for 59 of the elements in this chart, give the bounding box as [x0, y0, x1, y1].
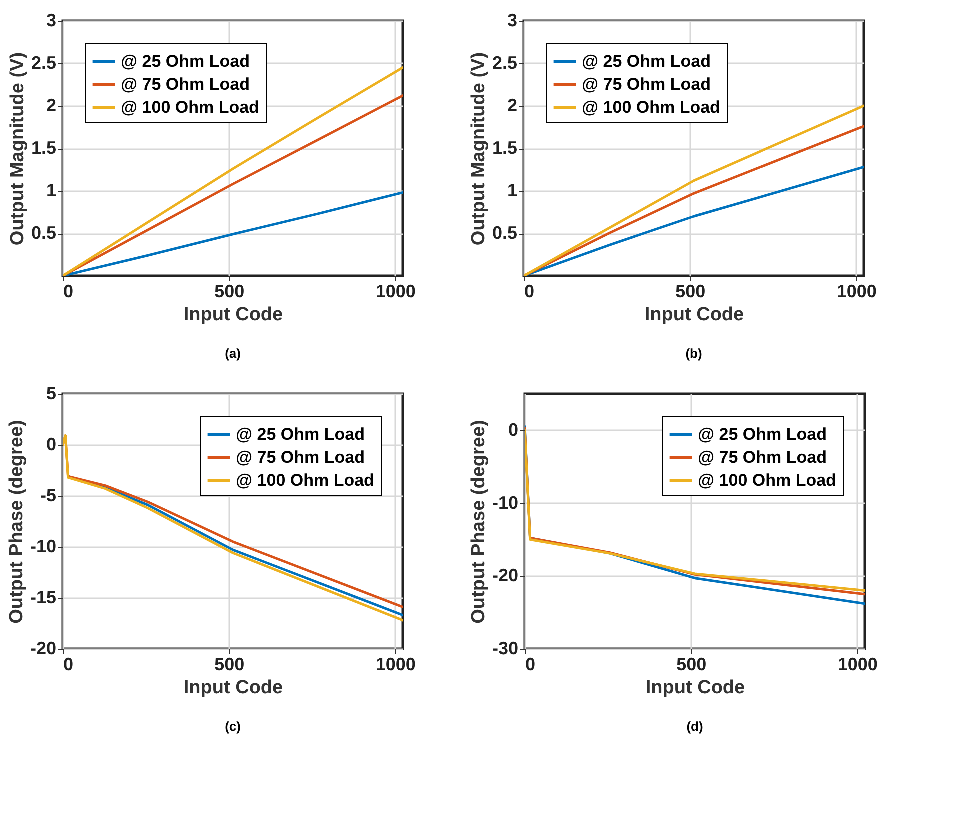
legend-label: @ 100 Ohm Load — [236, 471, 374, 490]
y-tick-label: 3 — [46, 10, 56, 30]
y-tick-label: -10 — [30, 536, 56, 556]
legend-label: @ 75 Ohm Load — [698, 448, 827, 467]
y-axis-title: Output Phase (degree) — [468, 420, 490, 624]
y-tick-label: 1 — [46, 180, 56, 200]
x-axis-title: Input Code — [644, 304, 744, 326]
x-tick-label: 0 — [64, 654, 74, 674]
y-tick-label: 2 — [507, 96, 518, 116]
x-tick-label: 1000 — [376, 282, 416, 302]
x-tick-label: 500 — [676, 282, 706, 302]
line-series — [63, 191, 403, 276]
text: (d) — [686, 719, 704, 734]
x-axis-title: Input Code — [646, 678, 746, 698]
y-tick-label: -5 — [40, 486, 56, 506]
x-tick-label: 500 — [214, 654, 245, 674]
y-tick-label: 0 — [508, 420, 518, 440]
legend-label: @ 75 Ohm Load — [236, 448, 365, 467]
y-tick-label: 1.5 — [492, 138, 518, 158]
y-tick-label: 3 — [507, 10, 518, 30]
text: (b) — [686, 346, 702, 361]
y-tick-label: -15 — [30, 588, 56, 608]
x-tick-label: 1000 — [838, 654, 878, 674]
y-tick-label: -20 — [30, 638, 56, 658]
y-tick-label: 0.5 — [492, 223, 518, 243]
y-axis-title: Output Magnitude (V) — [468, 52, 490, 246]
y-tick-label: 2.5 — [492, 53, 518, 73]
legend-label: @ 25 Ohm Load — [121, 52, 250, 71]
x-tick-label: 0 — [526, 654, 536, 674]
legend-label: @ 100 Ohm Load — [582, 98, 720, 117]
y-tick-label: 1.5 — [31, 138, 56, 158]
y-tick-label: 2.5 — [31, 53, 56, 73]
x-axis-title: Input Code — [184, 678, 284, 698]
legend-label: @ 75 Ohm Load — [121, 75, 250, 94]
x-tick-label: 0 — [64, 282, 74, 302]
text: (c) — [225, 719, 241, 734]
legend-label: @ 25 Ohm Load — [236, 425, 365, 444]
y-tick-label: -20 — [492, 566, 518, 586]
y-tick-label: 0.5 — [31, 223, 56, 243]
y-tick-label: 5 — [46, 384, 56, 404]
legend-label: @ 100 Ohm Load — [121, 98, 260, 117]
y-axis-title: Output Phase (degree) — [6, 420, 28, 624]
y-tick-label: 2 — [46, 96, 56, 116]
legend-label: @ 25 Ohm Load — [582, 52, 711, 71]
legend-label: @ 25 Ohm Load — [698, 425, 827, 444]
y-tick-label: -10 — [492, 492, 518, 513]
legend-label: @ 75 Ohm Load — [582, 75, 711, 94]
x-tick-label: 1000 — [376, 654, 416, 674]
y-axis-title: Output Magnitude (V) — [7, 52, 28, 246]
y-tick-label: 1 — [507, 180, 518, 200]
x-tick-label: 1000 — [836, 282, 877, 302]
x-tick-label: 500 — [214, 282, 245, 302]
x-axis-title: Input Code — [184, 304, 284, 326]
x-tick-label: 0 — [524, 282, 535, 302]
y-tick-label: -30 — [492, 638, 518, 658]
legend-label: @ 100 Ohm Load — [698, 471, 836, 490]
text: (a) — [225, 346, 241, 361]
x-tick-label: 500 — [676, 654, 707, 674]
y-tick-label: 0 — [46, 434, 56, 454]
